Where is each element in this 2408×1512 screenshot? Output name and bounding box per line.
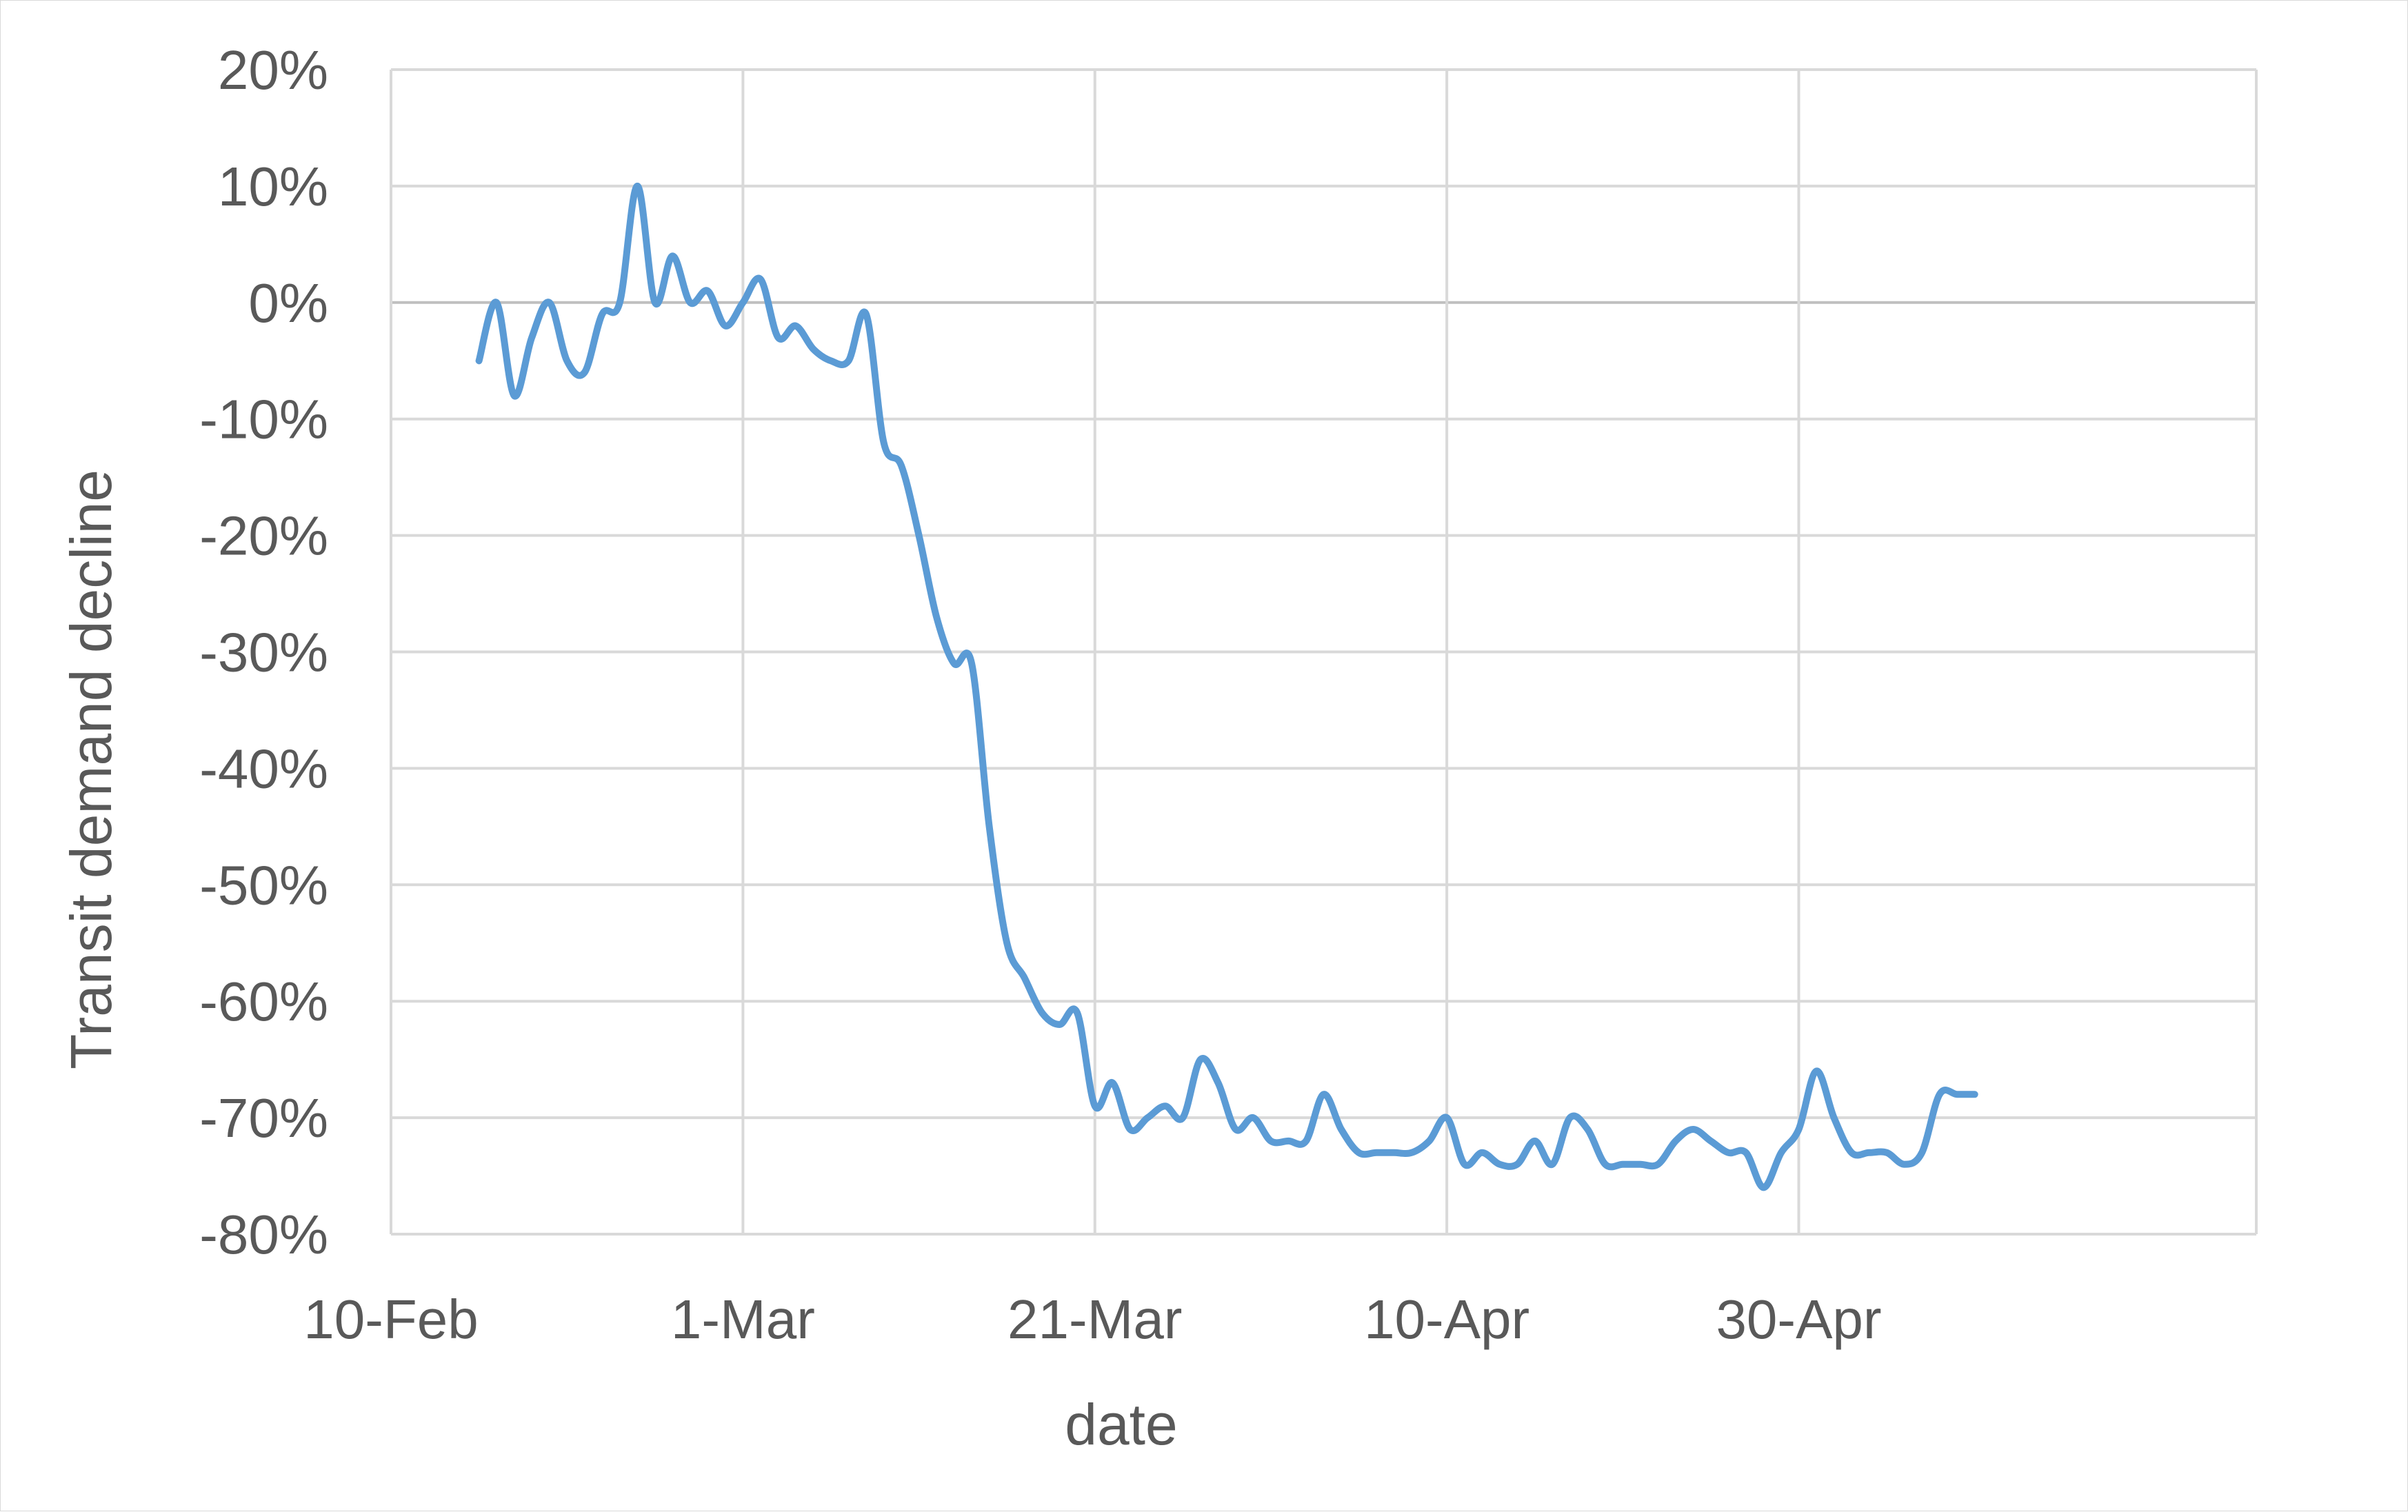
y-axis-tick-labels: 20% 10% 0% -10% -20% -30% -40% -50% -60% -70% -80%: [199, 39, 328, 1265]
y-tick-label: 10%: [218, 156, 328, 217]
y-tick-label: -60%: [199, 971, 328, 1032]
y-tick-label: -80%: [199, 1204, 328, 1265]
y-tick-label: -40%: [199, 738, 328, 799]
gridlines: [390, 68, 2258, 1236]
x-axis-title: date: [1065, 1392, 1178, 1457]
x-tick-label: 21-Mar: [1007, 1289, 1182, 1350]
x-tick-label: 10-Apr: [1364, 1289, 1529, 1350]
x-tick-label: 1-Mar: [671, 1289, 815, 1350]
x-tick-label: 10-Feb: [303, 1289, 478, 1350]
x-axis-tick-labels: 10-Feb 1-Mar 21-Mar 10-Apr 30-Apr: [303, 1289, 1881, 1350]
y-tick-label: -70%: [199, 1087, 328, 1149]
x-tick-label: 30-Apr: [1716, 1289, 1881, 1350]
y-tick-label: -30%: [199, 622, 328, 683]
series-line: [475, 182, 1978, 1191]
y-tick-label: -10%: [199, 389, 328, 450]
series-layer: [475, 182, 1978, 1191]
y-tick-label: 20%: [218, 39, 328, 101]
y-tick-label: -50%: [199, 854, 328, 916]
y-tick-label: -20%: [199, 505, 328, 567]
y-tick-label: 0%: [248, 272, 328, 334]
y-axis-title: Transit demand decline: [59, 470, 123, 1069]
